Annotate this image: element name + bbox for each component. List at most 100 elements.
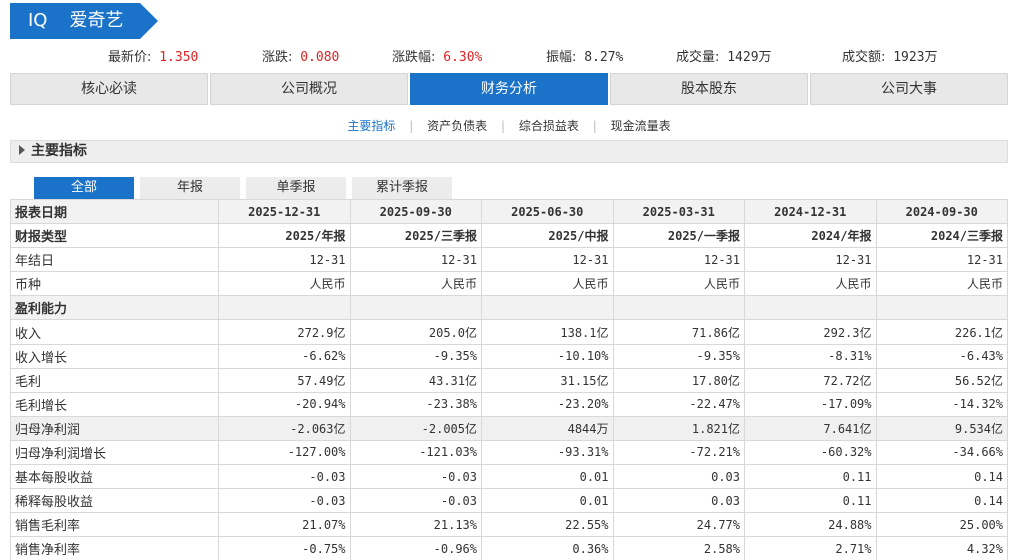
table-row: 年结日 12-31 12-31 12-31 12-31 12-31 12-31 bbox=[10, 247, 1008, 273]
tab-all[interactable]: 全部 bbox=[34, 177, 134, 199]
table-cell: 12-31 bbox=[612, 247, 745, 273]
table-cell: -93.31% bbox=[481, 439, 614, 466]
table-cell: 0.14 bbox=[875, 488, 1008, 514]
table-cell: 12-31 bbox=[744, 247, 877, 273]
subnav-key-indicators[interactable]: 主要指标 bbox=[347, 119, 396, 133]
table-cell: 人民币 bbox=[744, 271, 877, 297]
table-cell: -20.94% bbox=[218, 391, 351, 417]
table-cell: -2.005亿 bbox=[349, 415, 482, 441]
table-cell: 人民币 bbox=[218, 271, 351, 297]
table-cell: 2025/一季报 bbox=[612, 223, 745, 249]
table-cell: -6.62% bbox=[218, 343, 351, 369]
table-cell: 12-31 bbox=[481, 247, 614, 273]
table-row: 销售毛利率 21.07% 21.13% 22.55% 24.77% 24.88% 25.00… bbox=[10, 512, 1008, 538]
table-cell bbox=[218, 295, 351, 321]
title-arrow-shape bbox=[140, 3, 158, 39]
row-label: 收入增长 bbox=[10, 343, 219, 369]
subnav-income-statement[interactable]: 综合损益表 bbox=[518, 119, 579, 133]
table-cell: 205.0亿 bbox=[349, 319, 482, 345]
table-cell: -9.35% bbox=[349, 343, 482, 369]
table-cell: 21.07% bbox=[218, 512, 351, 538]
table-cell: -127.00% bbox=[218, 439, 351, 466]
table-cell: 2024/年报 bbox=[744, 223, 877, 249]
table-cell: -0.75% bbox=[218, 536, 351, 560]
table-cell: 2024/三季报 bbox=[875, 223, 1008, 249]
row-label: 销售毛利率 bbox=[10, 512, 219, 538]
table-cell: 2.71% bbox=[744, 536, 877, 560]
header-date: 2024-09-30 bbox=[875, 198, 1008, 225]
table-cell: 人民币 bbox=[349, 271, 482, 297]
table-cell: 0.36% bbox=[481, 536, 614, 560]
stock-ticker: IQ bbox=[28, 10, 48, 31]
nav-shareholders[interactable]: 股本股东 bbox=[610, 73, 808, 105]
subnav-cash-flow[interactable]: 现金流量表 bbox=[610, 119, 671, 133]
table-cell: 0.03 bbox=[612, 464, 745, 490]
table-cell: 12-31 bbox=[875, 247, 1008, 273]
table-cell: 9.534亿 bbox=[875, 415, 1008, 441]
table-row: 财报类型 2025/年报 2025/三季报 2025/中报 2025/一季报 2024/年… bbox=[10, 223, 1008, 249]
nav-core-reading[interactable]: 核心必读 bbox=[10, 73, 208, 105]
price-value: 1.350 bbox=[159, 50, 199, 65]
quote-price: 最新价: 1.350 bbox=[108, 46, 199, 65]
header-date: 2025-12-31 bbox=[218, 198, 351, 225]
table-cell: 4844万 bbox=[481, 415, 614, 441]
table-cell: 57.49亿 bbox=[218, 367, 351, 393]
table-cell bbox=[744, 295, 877, 321]
tab-annual[interactable]: 年报 bbox=[140, 177, 240, 199]
row-label: 毛利 bbox=[10, 367, 219, 393]
table-row: 毛利增长 -20.94% -23.38% -23.20% -22.47% -17.09% -… bbox=[10, 391, 1008, 417]
table-cell: 31.15亿 bbox=[481, 367, 614, 393]
header-date: 2025-09-30 bbox=[349, 198, 482, 225]
table-cell: 43.31亿 bbox=[349, 367, 482, 393]
table-row: 销售净利率 -0.75% -0.96% 0.36% 2.58% 2.71% 4.32% bbox=[10, 536, 1008, 560]
header-date: 2024-12-31 bbox=[744, 198, 877, 225]
table-cell: -8.31% bbox=[744, 343, 877, 369]
stock-title-box: IQ 爱奇艺 bbox=[10, 3, 140, 39]
change-label: 涨跌: bbox=[262, 50, 293, 65]
header-date: 2025-06-30 bbox=[481, 198, 614, 225]
amplitude-value: 8.27% bbox=[584, 50, 624, 65]
table-cell: -14.32% bbox=[875, 391, 1008, 417]
report-type-tabs: 全部 年报 单季报 累计季报 bbox=[34, 177, 452, 199]
header-report-date: 报表日期 bbox=[10, 198, 219, 225]
table-cell: -0.03 bbox=[218, 464, 351, 490]
nav-financial-analysis[interactable]: 财务分析 bbox=[410, 73, 608, 105]
section-header[interactable]: 主要指标 bbox=[10, 140, 1008, 163]
table-cell: 272.9亿 bbox=[218, 319, 351, 345]
quote-change-pct: 涨跌幅: 6.30% bbox=[392, 46, 482, 65]
nav-company-events[interactable]: 公司大事 bbox=[810, 73, 1008, 105]
row-label: 基本每股收益 bbox=[10, 464, 219, 490]
table-cell: -17.09% bbox=[744, 391, 877, 417]
row-label: 收入 bbox=[10, 319, 219, 345]
sub-nav: 主要指标 | 资产负债表 | 综合损益表 | 现金流量表 bbox=[0, 117, 1018, 134]
main-nav: 核心必读 公司概况 财务分析 股本股东 公司大事 bbox=[10, 73, 1008, 105]
subnav-balance-sheet[interactable]: 资产负债表 bbox=[427, 119, 488, 133]
table-row: 收入增长 -6.62% -9.35% -10.10% -9.35% -8.31% -6.43… bbox=[10, 343, 1008, 369]
stock-name: 爱奇艺 bbox=[69, 10, 124, 31]
table-cell: 2025/三季报 bbox=[349, 223, 482, 249]
tab-cumulative-quarter[interactable]: 累计季报 bbox=[352, 177, 452, 199]
table-cell: 22.55% bbox=[481, 512, 614, 538]
table-cell: 人民币 bbox=[612, 271, 745, 297]
table-cell: 25.00% bbox=[875, 512, 1008, 538]
row-label: 稀释每股收益 bbox=[10, 488, 219, 514]
table-cell: 0.11 bbox=[744, 464, 877, 490]
table-cell: 2025/年报 bbox=[218, 223, 351, 249]
quote-amplitude: 振幅: 8.27% bbox=[546, 46, 624, 65]
nav-company-overview[interactable]: 公司概况 bbox=[210, 73, 408, 105]
change-value: 0.080 bbox=[300, 50, 340, 65]
table-cell bbox=[612, 295, 745, 321]
table-cell: 7.641亿 bbox=[744, 415, 877, 441]
table-cell bbox=[481, 295, 614, 321]
table-row: 收入 272.9亿 205.0亿 138.1亿 71.86亿 292.3亿 226.1亿 bbox=[10, 319, 1008, 345]
table-cell: -0.03 bbox=[218, 488, 351, 514]
table-cell: -0.03 bbox=[349, 464, 482, 490]
subnav-separator: | bbox=[592, 119, 597, 133]
financial-indicators-table: 报表日期 2025-12-31 2025-09-30 2025-06-30 20… bbox=[10, 198, 1008, 560]
header-date: 2025-03-31 bbox=[612, 198, 745, 225]
table-cell: 0.01 bbox=[481, 464, 614, 490]
tab-single-quarter[interactable]: 单季报 bbox=[246, 177, 346, 199]
table-cell bbox=[349, 295, 482, 321]
table-cell: 292.3亿 bbox=[744, 319, 877, 345]
table-cell: 0.14 bbox=[875, 464, 1008, 490]
